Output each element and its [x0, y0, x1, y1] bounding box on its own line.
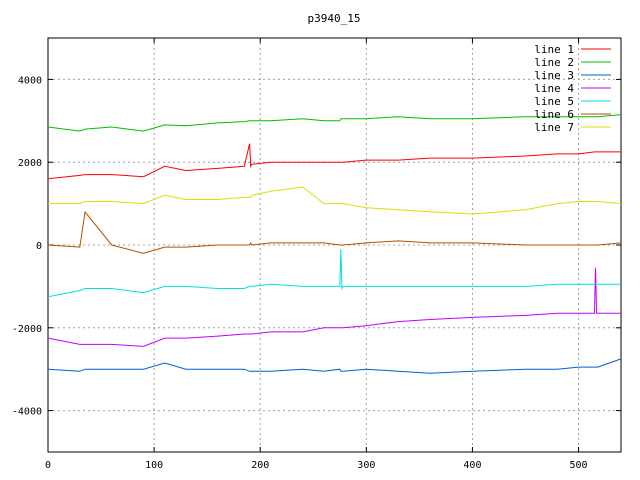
x-tick-label: 200 [251, 460, 269, 471]
x-tick-label: 300 [357, 460, 375, 471]
series-line-5 [47, 249, 621, 298]
y-tick-label: 4000 [18, 75, 42, 86]
series-line-7 [48, 186, 622, 215]
y-axis: -4000 -2000 0 2000 4000 [12, 75, 621, 418]
legend-label: line 7 [534, 121, 574, 134]
legend-label: line 1 [534, 43, 574, 56]
series-line-6 [47, 210, 622, 254]
y-tick-label: 2000 [18, 158, 42, 169]
x-axis: 0 100 200 300 400 500 [45, 38, 588, 471]
series-line-3 [47, 358, 622, 374]
legend-label: line 5 [534, 95, 574, 108]
chart-title: p3940_15 [308, 12, 361, 25]
y-tick-label: -4000 [12, 407, 42, 418]
series-line-1 [47, 143, 621, 180]
legend-label: line 3 [534, 69, 574, 82]
legend-label: line 2 [534, 56, 574, 69]
x-tick-label: 0 [45, 460, 51, 471]
y-tick-label: -2000 [12, 324, 42, 335]
y-tick-label: 0 [36, 241, 42, 252]
x-tick-label: 100 [145, 460, 163, 471]
series-layer [47, 114, 622, 374]
series-line-4 [47, 267, 621, 347]
series-line-2 [47, 114, 622, 132]
x-tick-label: 500 [570, 460, 588, 471]
legend-label: line 4 [534, 82, 574, 95]
legend-label: line 6 [534, 108, 574, 121]
x-tick-label: 400 [463, 460, 481, 471]
